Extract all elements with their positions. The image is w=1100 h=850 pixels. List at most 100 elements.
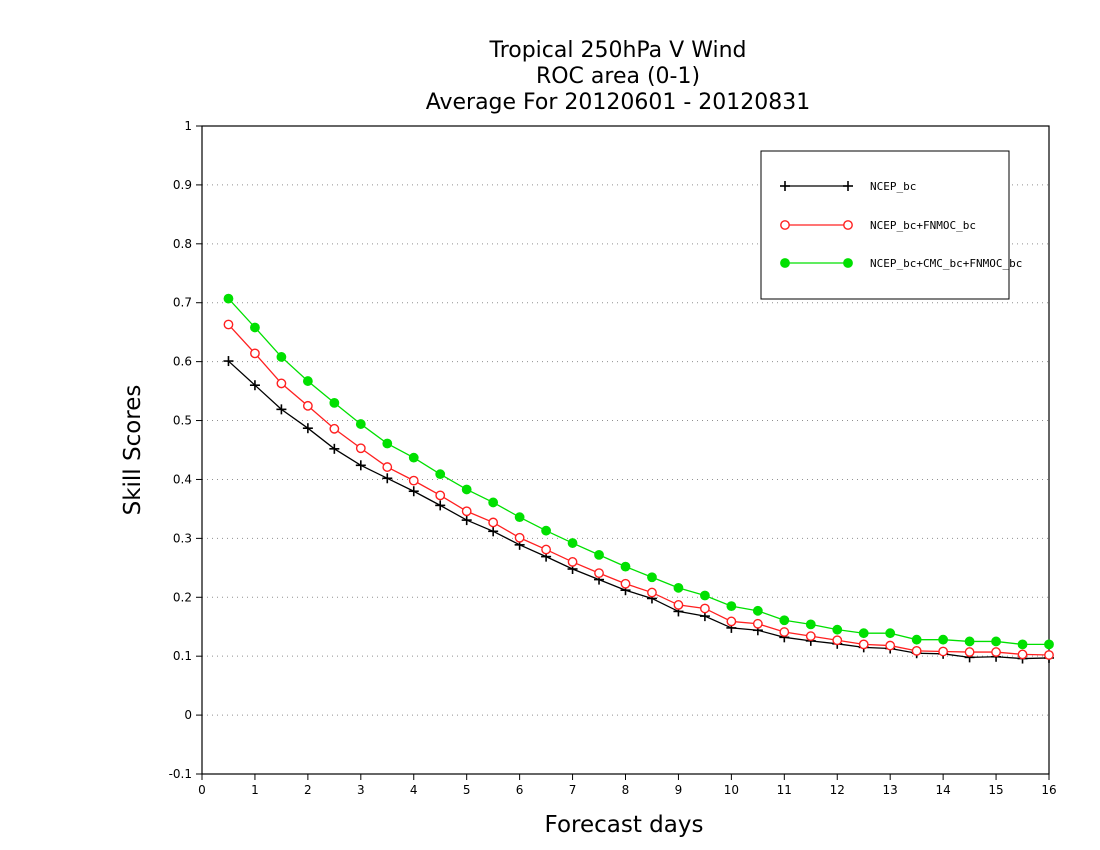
data-point [964,636,975,647]
legend-label: NCEP_bc+FNMOC_bc [870,219,976,232]
data-point [594,568,604,579]
data-point [461,484,472,495]
title-line-3: Average For 20120601 - 20120831 [426,90,811,115]
data-point [567,557,578,567]
data-point [461,506,472,517]
data-point [302,400,313,411]
x-tick-label: 1 [251,783,259,797]
data-point [1044,650,1054,660]
legend-marker [843,181,853,191]
y-tick-label: 0.6 [173,355,192,369]
y-tick-label: -0.1 [169,767,192,781]
series-line [228,360,1050,660]
data-point [567,538,578,548]
legend-marker [780,258,790,268]
legend-entry-1: NCEP_bc [780,180,916,193]
x-tick-label: 14 [935,783,950,797]
y-tick-label: 0.8 [173,237,192,251]
x-tick-label: 16 [1041,783,1056,797]
data-point [938,634,949,645]
data-point [488,526,499,537]
data-point [250,322,260,333]
series-3 [223,293,1054,650]
data-point [223,293,234,304]
data-point [726,616,737,627]
data-point [726,601,737,612]
legend-entry-3: NCEP_bc+CMC_bc+FNMOC_bc [780,257,1022,270]
data-point [647,587,657,598]
data-point [541,525,551,536]
legend-label: NCEP_bc [870,180,916,193]
data-point [461,515,472,526]
x-tick-label: 10 [724,783,739,797]
x-tick-label: 6 [516,783,524,797]
series-line [227,298,1049,646]
data-point [805,619,816,630]
y-axis-title: Skill Scores [120,385,146,516]
data-point [752,605,763,616]
title-line-1: Tropical 250hPa V Wind [488,38,746,63]
data-point [1017,649,1028,660]
x-axis-title: Forecast days [545,812,704,838]
data-point [302,376,313,386]
data-point [382,462,393,472]
data-point [805,631,816,642]
data-point [514,532,525,543]
title-line-2: ROC area (0-1) [536,64,700,89]
legend-marker [780,181,790,191]
data-point [991,636,1001,647]
data-point [858,628,869,639]
x-tick-label: 12 [830,783,845,797]
data-point [382,473,393,484]
data-point [488,497,499,508]
data-point [1017,639,1028,650]
data-point [673,582,684,593]
legend-marker [843,258,853,268]
series-1 [223,356,1054,664]
x-tick-label: 11 [777,783,792,797]
data-point [408,475,419,486]
data-point [832,624,843,635]
data-point [964,647,975,657]
x-tick-label: 0 [198,783,206,797]
data-point [1044,639,1054,650]
x-axis-ticks: 0 1 2 3 4 5 6 7 8 9 10 11 12 13 14 15 16 [198,774,1057,797]
data-point [355,419,366,429]
x-tick-label: 13 [883,783,898,797]
data-point [276,378,287,389]
data-point [382,438,393,449]
data-point [302,423,313,434]
data-point [329,443,340,454]
data-point [355,460,366,471]
legend: NCEP_bc NCEP_bc+FNMOC_bc NCEP_bc+CMC_bc+FN… [760,150,1022,300]
data-point [700,603,710,614]
x-tick-label: 4 [410,783,418,797]
chart-title: Tropical 250hPa V Wind ROC area (0-1) Av… [426,38,811,115]
data-point [620,561,631,572]
data-point [541,544,551,555]
y-tick-label: 0.1 [173,649,192,663]
x-tick-label: 7 [569,783,577,797]
data-point [329,423,340,434]
y-axis-ticks: -0.1 0 0.1 0.2 0.3 0.4 0.5 0.6 0.7 0.8 0.9 1 [169,119,202,781]
data-point [911,634,922,645]
x-tick-label: 5 [463,783,471,797]
data-point [514,512,525,523]
data-point [700,590,710,601]
y-tick-label: 0.4 [173,472,192,486]
data-point [276,352,287,362]
data-point [435,490,446,501]
data-point [620,578,631,589]
data-point [249,380,260,391]
data-point [779,627,790,637]
series-2 [223,319,1054,660]
data-point [858,639,869,650]
y-tick-label: 0.9 [173,178,192,192]
y-tick-label: 1 [184,119,192,133]
data-point [223,356,234,367]
series-layer [223,293,1054,664]
data-point [938,646,949,657]
data-point [885,628,896,639]
x-tick-label: 9 [675,783,683,797]
